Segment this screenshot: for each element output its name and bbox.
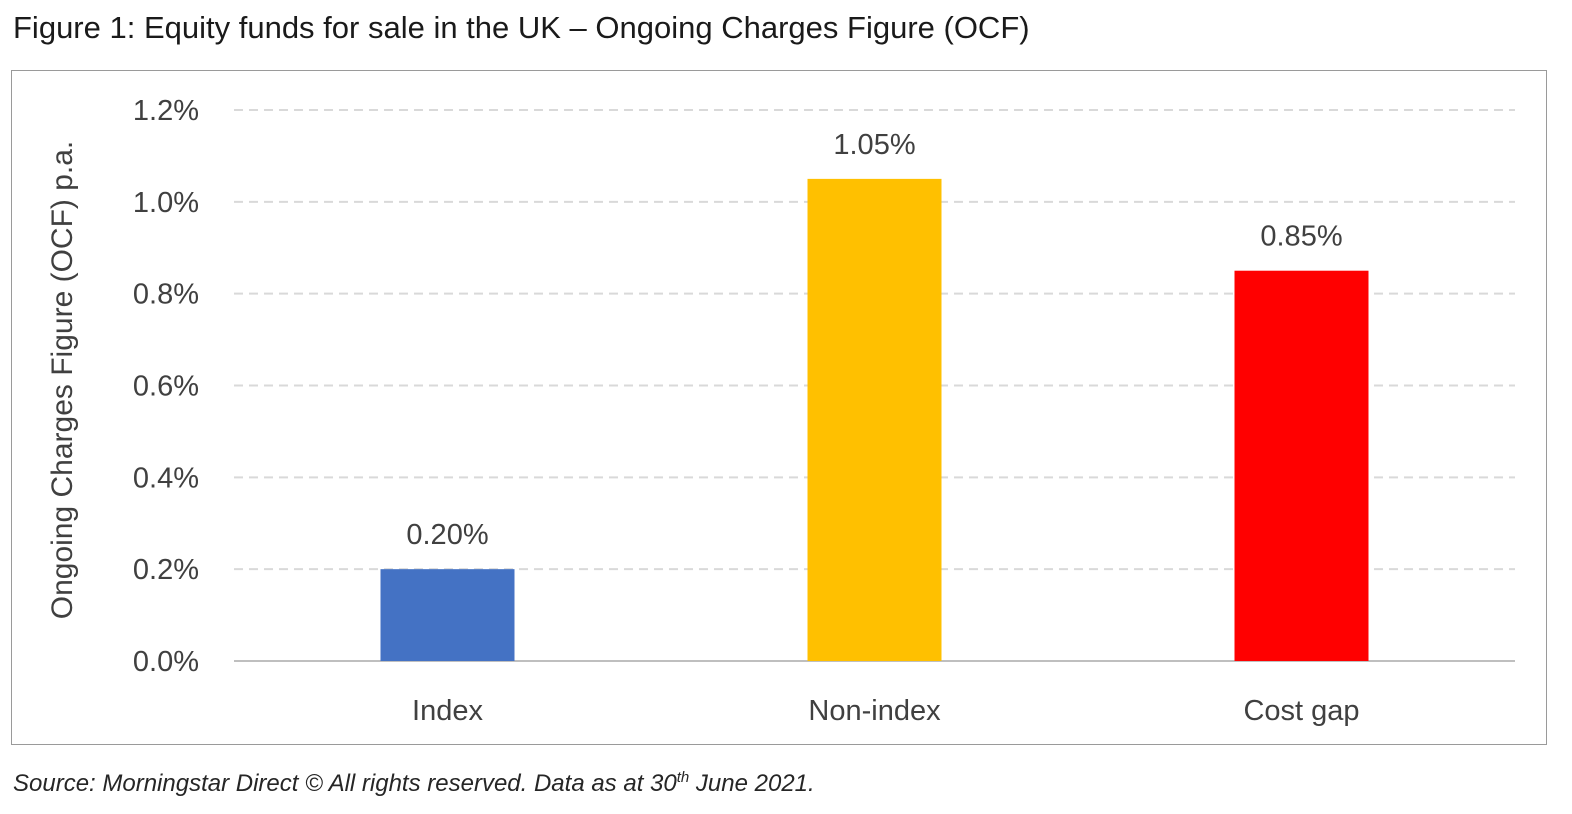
axes: 0.0% 0.2% 0.4% 0.6% 0.8% 1.0% 1.2% Index Non-ind… [133, 95, 1515, 727]
source-date: June 2021. [689, 770, 815, 797]
y-tick-label: 0.4% [133, 462, 199, 494]
y-tick-label: 1.0% [133, 187, 199, 219]
y-axis-label: Ongoing Charges Figure (OCF) p.a. [46, 141, 79, 620]
x-tick-label: Cost gap [1243, 695, 1359, 727]
data-label: 0.85% [1260, 221, 1342, 253]
figure-title: Figure 1: Equity funds for sale in the U… [13, 10, 1030, 45]
data-labels: 0.20% 1.05% 0.85% [406, 129, 1342, 551]
bar-cost-gap [1234, 270, 1369, 661]
y-tick-label: 0.6% [133, 371, 199, 403]
source-superscript: th [676, 769, 690, 786]
bar-non-index [807, 178, 942, 661]
y-tick-label: 0.0% [133, 646, 199, 678]
x-tick-label: Non-index [808, 695, 941, 727]
data-label: 1.05% [833, 129, 915, 161]
y-tick-label: 1.2% [133, 95, 199, 127]
source-note: Source: Morningstar Direct © All rights … [13, 770, 815, 798]
bar-index [380, 569, 515, 661]
y-tick-label: 0.8% [133, 279, 199, 311]
x-tick-label: Index [412, 695, 483, 727]
data-label: 0.20% [406, 519, 488, 551]
y-tick-label: 0.2% [133, 554, 199, 586]
bars [380, 178, 1369, 661]
source-text: Source: Morningstar Direct © All rights … [13, 770, 677, 797]
